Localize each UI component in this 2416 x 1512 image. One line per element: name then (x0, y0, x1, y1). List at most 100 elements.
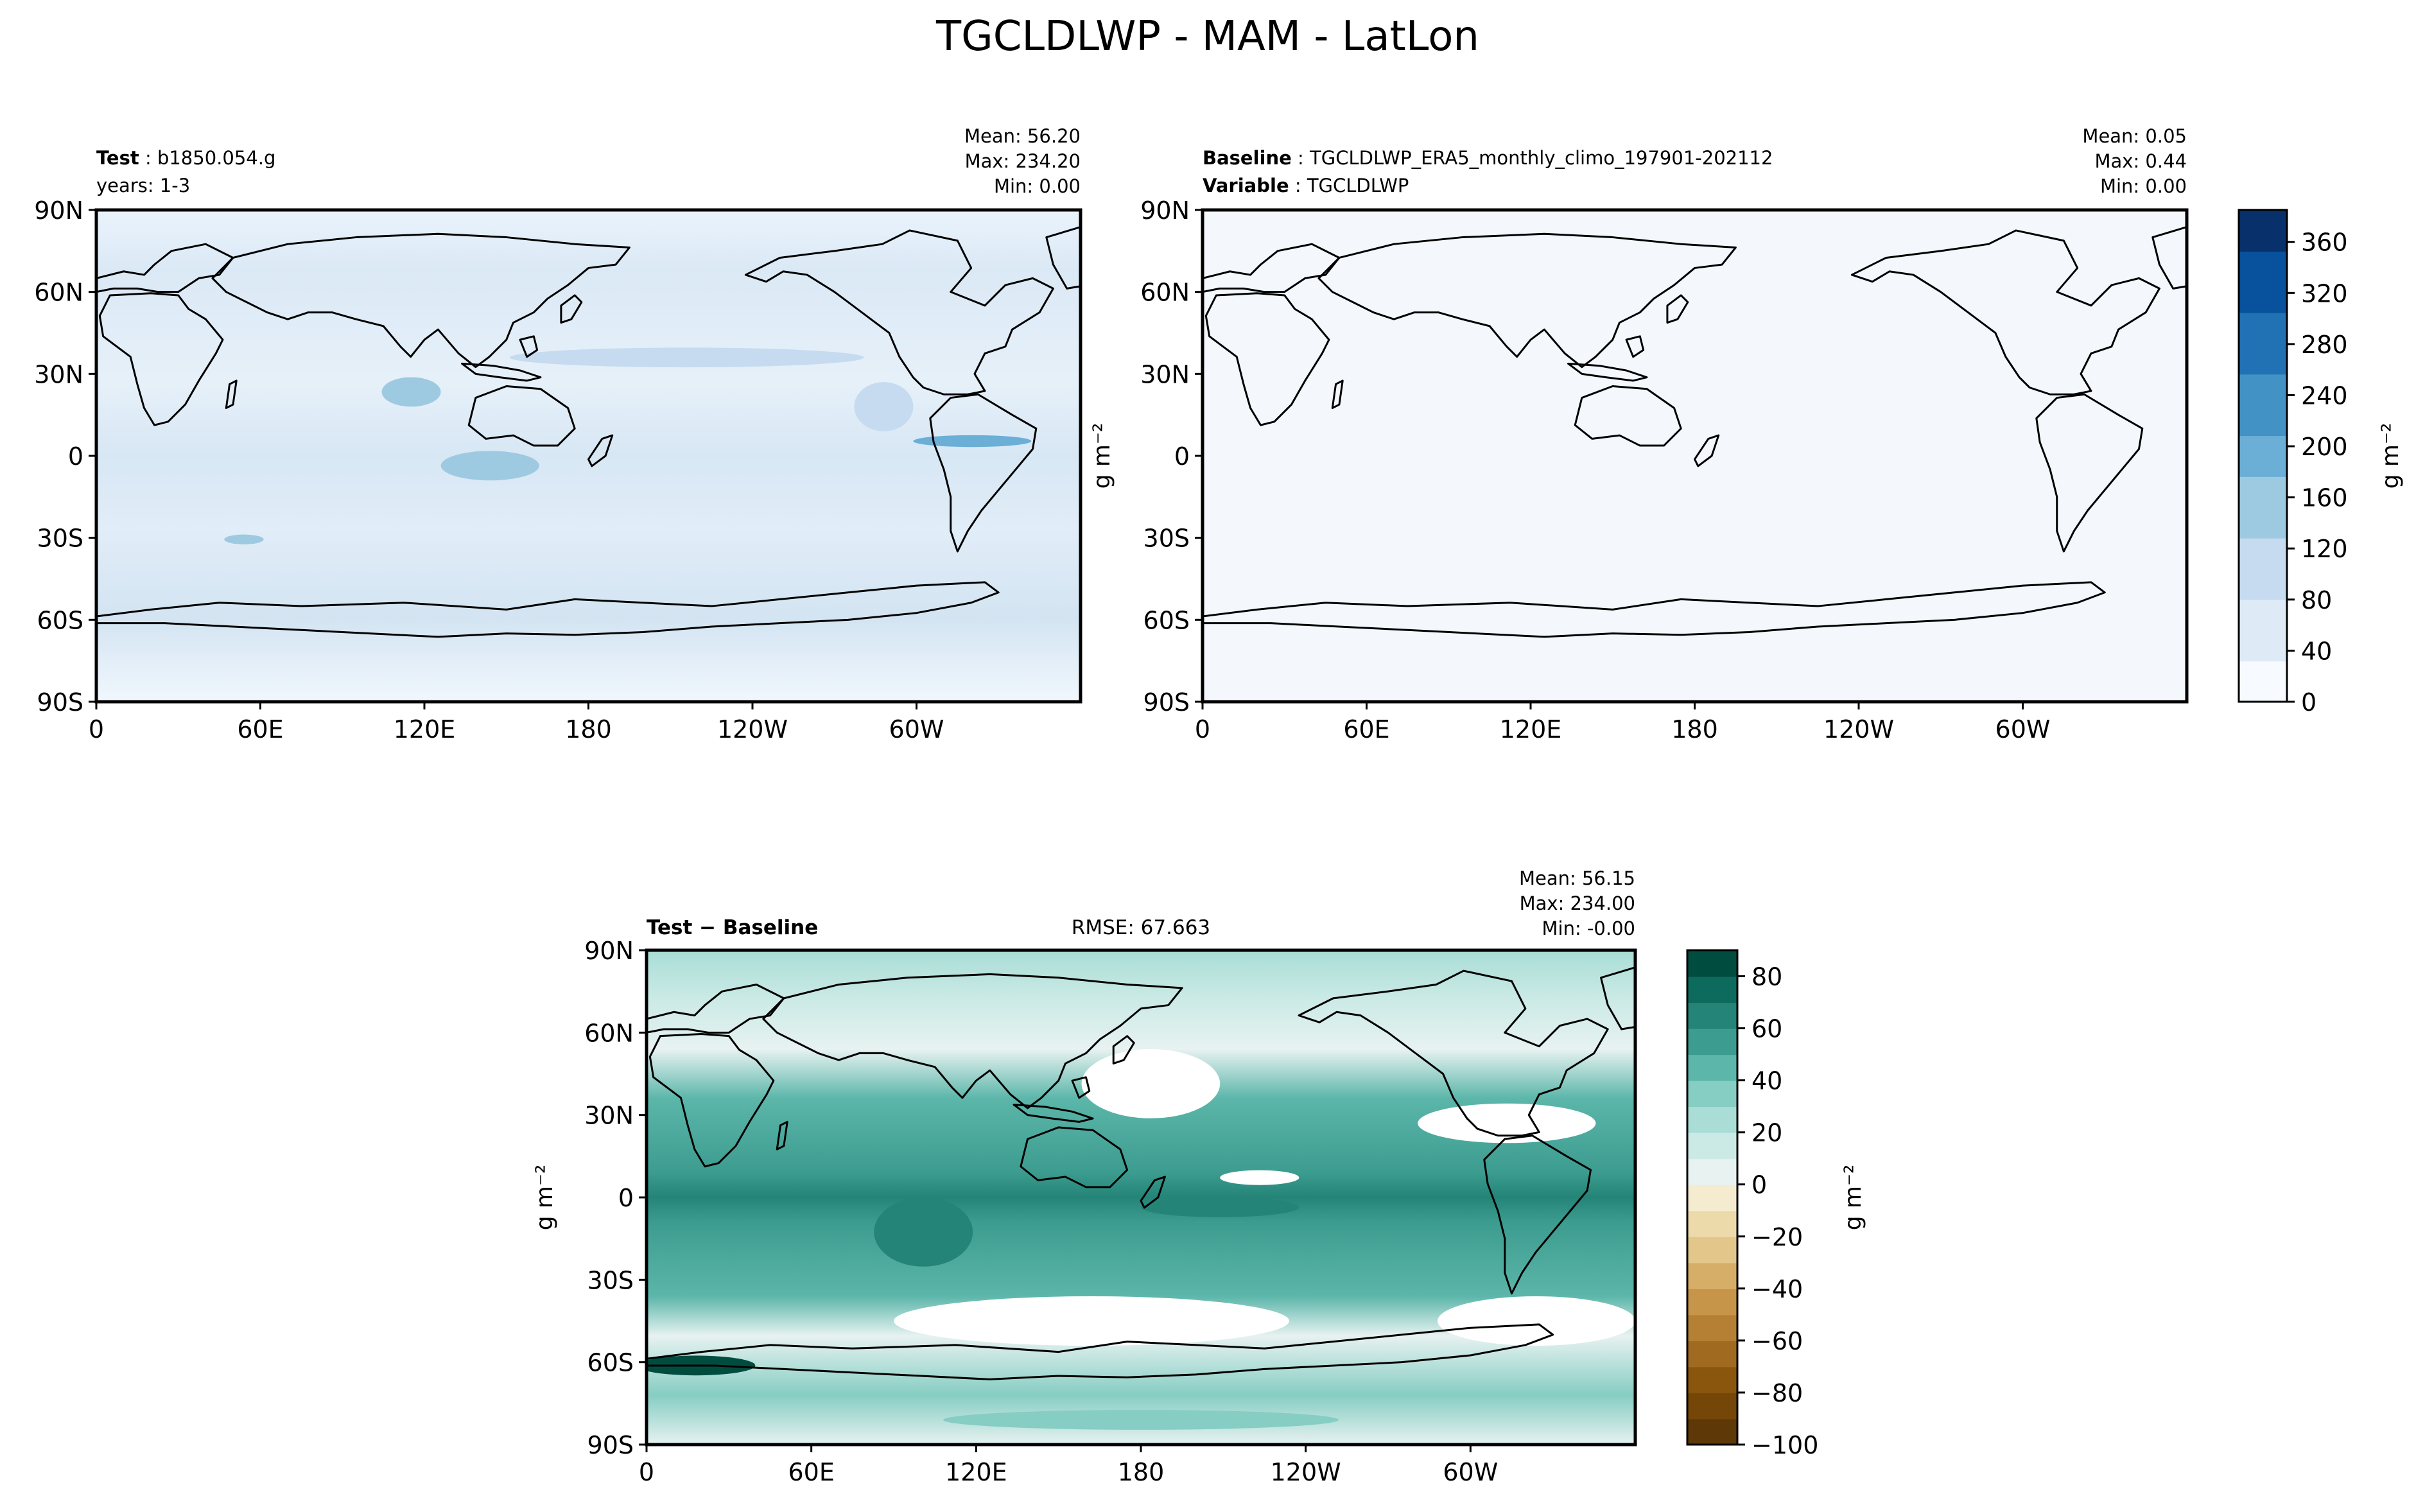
test-mean: Mean: 56.20 (964, 125, 1081, 147)
lon-tick-label: 180 (565, 715, 612, 743)
colorbar-tick-label: −60 (1751, 1327, 1803, 1355)
colorbar-segment (2239, 537, 2287, 559)
lat-tick-label: 60S (1143, 606, 1190, 634)
colorbar-segment (1687, 1210, 1737, 1237)
colorbar-tick-label: 120 (2301, 535, 2348, 563)
lon-tick-label: 120W (717, 715, 788, 743)
lon-tick-label: 60W (889, 715, 944, 743)
diff-ylabel: g m⁻² (532, 1165, 558, 1231)
colorbar-segment (1687, 1054, 1737, 1081)
colorbar-segment (1687, 1028, 1737, 1056)
colorbar-tick-label: 0 (1751, 1171, 1767, 1199)
lon-tick-label: 180 (1118, 1458, 1165, 1486)
top-colorbar-frame (2238, 209, 2288, 703)
lat-tick-label: 0 (618, 1184, 634, 1212)
lon-tick-label: 60E (788, 1458, 834, 1486)
test-max: Max: 234.20 (965, 150, 1081, 172)
top-colorbar-label: g m⁻² (2377, 423, 2404, 489)
top-colorbar: 0 40 80 120 160 200 240 280 320 360 g m⁻² (2238, 209, 2404, 717)
colorbar-segment (2239, 291, 2287, 313)
colorbar-segment (1687, 976, 1737, 1004)
colorbar-segment (1687, 1158, 1737, 1185)
colorbar-segment (1687, 1002, 1737, 1029)
diff-mean: Mean: 56.15 (1519, 867, 1635, 889)
colorbar-segment (2239, 456, 2287, 477)
colorbar-segment (1687, 1418, 1737, 1445)
baseline-mean: Mean: 0.05 (2082, 125, 2187, 147)
baseline-label: Baseline : TGCLDLWP_ERA5_monthly_climo_1… (1203, 147, 1773, 169)
test-map-region (224, 534, 264, 544)
test-map-region (509, 347, 864, 368)
colorbar-segment (2239, 517, 2287, 539)
colorbar-tick-label: 240 (2301, 381, 2348, 410)
lat-tick-label: 90S (1143, 688, 1190, 717)
colorbar-segment (1687, 1132, 1737, 1160)
diff-map-region (1418, 1103, 1596, 1143)
lat-tick-label: 60N (34, 279, 83, 307)
colorbar-segment (2239, 640, 2287, 662)
colorbar-segment (1687, 1340, 1737, 1368)
lat-tick-label: 0 (68, 442, 83, 471)
test-label: Test : b1850.054.g (96, 147, 275, 169)
lat-tick-label: 60N (584, 1019, 634, 1047)
baseline-max: Max: 0.44 (2094, 150, 2187, 172)
colorbar-segment (2239, 271, 2287, 293)
lat-tick-label: 30N (1140, 360, 1190, 388)
colorbar-segment (2239, 394, 2287, 416)
colorbar-segment (2239, 578, 2287, 600)
diff-label: Test − Baseline (647, 916, 818, 939)
colorbar-segment (1687, 1288, 1737, 1316)
diff-map-region (874, 1197, 973, 1267)
diff-map-region (894, 1296, 1289, 1346)
colorbar-segment (2239, 661, 2287, 682)
colorbar-segment (2239, 353, 2287, 375)
lon-tick-label: 120E (394, 715, 456, 743)
lon-tick-label: 120E (945, 1458, 1007, 1486)
test-map-field (96, 210, 1081, 702)
colorbar-segment (2239, 681, 2287, 702)
colorbar-segment (1687, 1262, 1737, 1289)
test-map-region (913, 435, 1032, 448)
baseline-ylabel: g m⁻² (1089, 423, 1115, 489)
lon-tick-label: 120W (1823, 715, 1894, 743)
colorbar-segment (1687, 1184, 1737, 1212)
lat-tick-label: 0 (1174, 442, 1190, 471)
colorbar-tick-label: 320 (2301, 279, 2348, 308)
lat-tick-label: 60S (37, 606, 83, 634)
colorbar-segment (2239, 230, 2287, 252)
colorbar-segment (2239, 476, 2287, 498)
diff-map-region (1220, 1170, 1299, 1185)
baseline-min: Min: 0.00 (2100, 175, 2187, 197)
lon-tick-label: 120W (1271, 1458, 1341, 1486)
colorbar-segment (1687, 1236, 1737, 1264)
baseline-map-field (1203, 210, 2187, 702)
colorbar-segment (2239, 374, 2287, 395)
colorbar-tick-label: −20 (1751, 1223, 1803, 1251)
lat-tick-label: 90N (1140, 196, 1190, 225)
test-map-anomaly-regions (224, 347, 1032, 544)
test-map-region (381, 377, 441, 407)
diff-colorbar: 80 60 40 20 0 −20 −40 −60 −80 −100 g m⁻² (1686, 949, 1866, 1459)
colorbar-tick-label: −80 (1751, 1379, 1803, 1407)
diff-map-region (1141, 1197, 1299, 1217)
colorbar-segment (1687, 1080, 1737, 1108)
lon-tick-label: 60E (1343, 715, 1389, 743)
colorbar-segment (2239, 210, 2287, 231)
colorbar-segment (2239, 599, 2287, 621)
figure-title: TGCLDLWP - MAM - LatLon (935, 13, 1479, 60)
lat-tick-label: 90S (587, 1431, 634, 1459)
lon-tick-label: 0 (89, 715, 104, 743)
diff-min: Min: -0.00 (1542, 917, 1635, 939)
colorbar-segment (1687, 1106, 1737, 1133)
colorbar-segment (2239, 415, 2287, 437)
diff-map-region (943, 1410, 1339, 1430)
diff-max: Max: 234.00 (1520, 892, 1635, 914)
baseline-variable: Variable : TGCLDLWP (1203, 175, 1409, 196)
colorbar-tick-label: 80 (1751, 963, 1782, 991)
colorbar-segment (2239, 496, 2287, 518)
colorbar-segment (2239, 558, 2287, 580)
colorbar-segment (1687, 950, 1737, 977)
